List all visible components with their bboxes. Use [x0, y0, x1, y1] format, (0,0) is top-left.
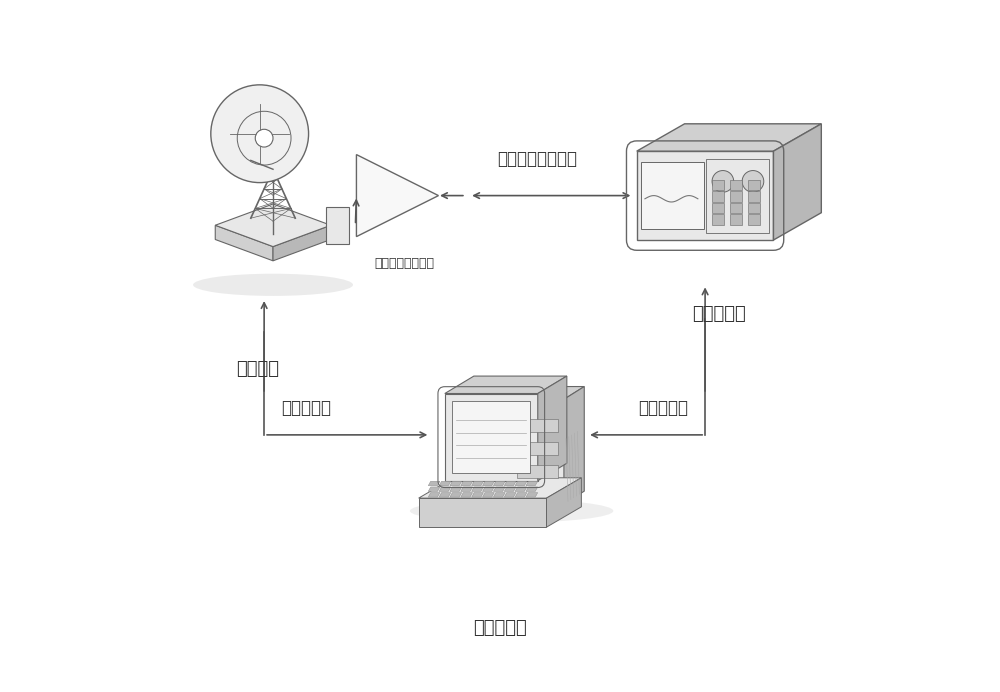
Polygon shape	[273, 226, 331, 261]
Polygon shape	[356, 154, 438, 237]
Polygon shape	[483, 481, 494, 486]
FancyBboxPatch shape	[748, 180, 760, 190]
Polygon shape	[461, 481, 473, 486]
FancyBboxPatch shape	[641, 162, 704, 229]
Polygon shape	[472, 481, 483, 486]
FancyBboxPatch shape	[730, 180, 742, 190]
FancyBboxPatch shape	[748, 192, 760, 201]
Polygon shape	[493, 481, 505, 486]
Circle shape	[211, 85, 309, 183]
Polygon shape	[526, 487, 538, 491]
Polygon shape	[450, 481, 462, 486]
Text: 宿带低噪声放大器: 宿带低噪声放大器	[374, 257, 434, 270]
Polygon shape	[439, 487, 451, 491]
Polygon shape	[546, 477, 581, 527]
Text: 射频同轴电缆连接: 射频同轴电缆连接	[498, 150, 578, 168]
FancyBboxPatch shape	[706, 158, 769, 233]
Polygon shape	[504, 493, 516, 497]
Polygon shape	[637, 151, 773, 240]
Polygon shape	[512, 399, 564, 504]
FancyBboxPatch shape	[326, 207, 349, 244]
Polygon shape	[461, 487, 473, 491]
Polygon shape	[461, 493, 473, 497]
Polygon shape	[504, 487, 516, 491]
FancyBboxPatch shape	[730, 215, 742, 225]
FancyBboxPatch shape	[730, 192, 742, 201]
Polygon shape	[445, 376, 567, 394]
Polygon shape	[215, 226, 273, 261]
Circle shape	[255, 129, 273, 147]
Ellipse shape	[410, 500, 613, 522]
Text: 控制计算机: 控制计算机	[473, 619, 527, 637]
FancyBboxPatch shape	[748, 215, 760, 225]
Polygon shape	[515, 481, 527, 486]
Polygon shape	[773, 124, 821, 240]
Circle shape	[712, 170, 734, 192]
Polygon shape	[483, 493, 494, 497]
Polygon shape	[493, 487, 505, 491]
Polygon shape	[526, 493, 538, 497]
Polygon shape	[515, 493, 527, 497]
FancyBboxPatch shape	[517, 441, 558, 455]
Text: 控制线连接: 控制线连接	[281, 399, 331, 417]
FancyBboxPatch shape	[517, 464, 558, 478]
Text: 可控转台: 可控转台	[236, 360, 279, 378]
Polygon shape	[428, 481, 440, 486]
Polygon shape	[493, 493, 505, 497]
Polygon shape	[450, 493, 462, 497]
Polygon shape	[419, 498, 546, 527]
Polygon shape	[439, 493, 451, 497]
FancyBboxPatch shape	[712, 215, 724, 225]
Polygon shape	[504, 481, 516, 486]
Polygon shape	[526, 481, 538, 486]
FancyBboxPatch shape	[712, 180, 724, 190]
Polygon shape	[215, 204, 331, 246]
Polygon shape	[419, 477, 581, 498]
Polygon shape	[450, 487, 462, 491]
Polygon shape	[439, 481, 451, 486]
FancyBboxPatch shape	[452, 401, 530, 473]
FancyBboxPatch shape	[517, 419, 558, 432]
FancyBboxPatch shape	[712, 192, 724, 201]
Polygon shape	[512, 387, 584, 399]
FancyBboxPatch shape	[730, 203, 742, 213]
FancyBboxPatch shape	[748, 203, 760, 213]
Polygon shape	[472, 487, 483, 491]
Polygon shape	[538, 376, 567, 481]
Ellipse shape	[193, 274, 353, 296]
Text: 频谱分析仪: 频谱分析仪	[692, 305, 746, 323]
Polygon shape	[515, 487, 527, 491]
Polygon shape	[564, 387, 584, 504]
Polygon shape	[637, 124, 821, 151]
FancyBboxPatch shape	[712, 203, 724, 213]
Circle shape	[742, 170, 764, 192]
Polygon shape	[472, 493, 483, 497]
Polygon shape	[428, 487, 440, 491]
Text: 控制线连接: 控制线连接	[638, 399, 688, 417]
Polygon shape	[428, 493, 440, 497]
Polygon shape	[483, 487, 494, 491]
Polygon shape	[445, 394, 538, 481]
